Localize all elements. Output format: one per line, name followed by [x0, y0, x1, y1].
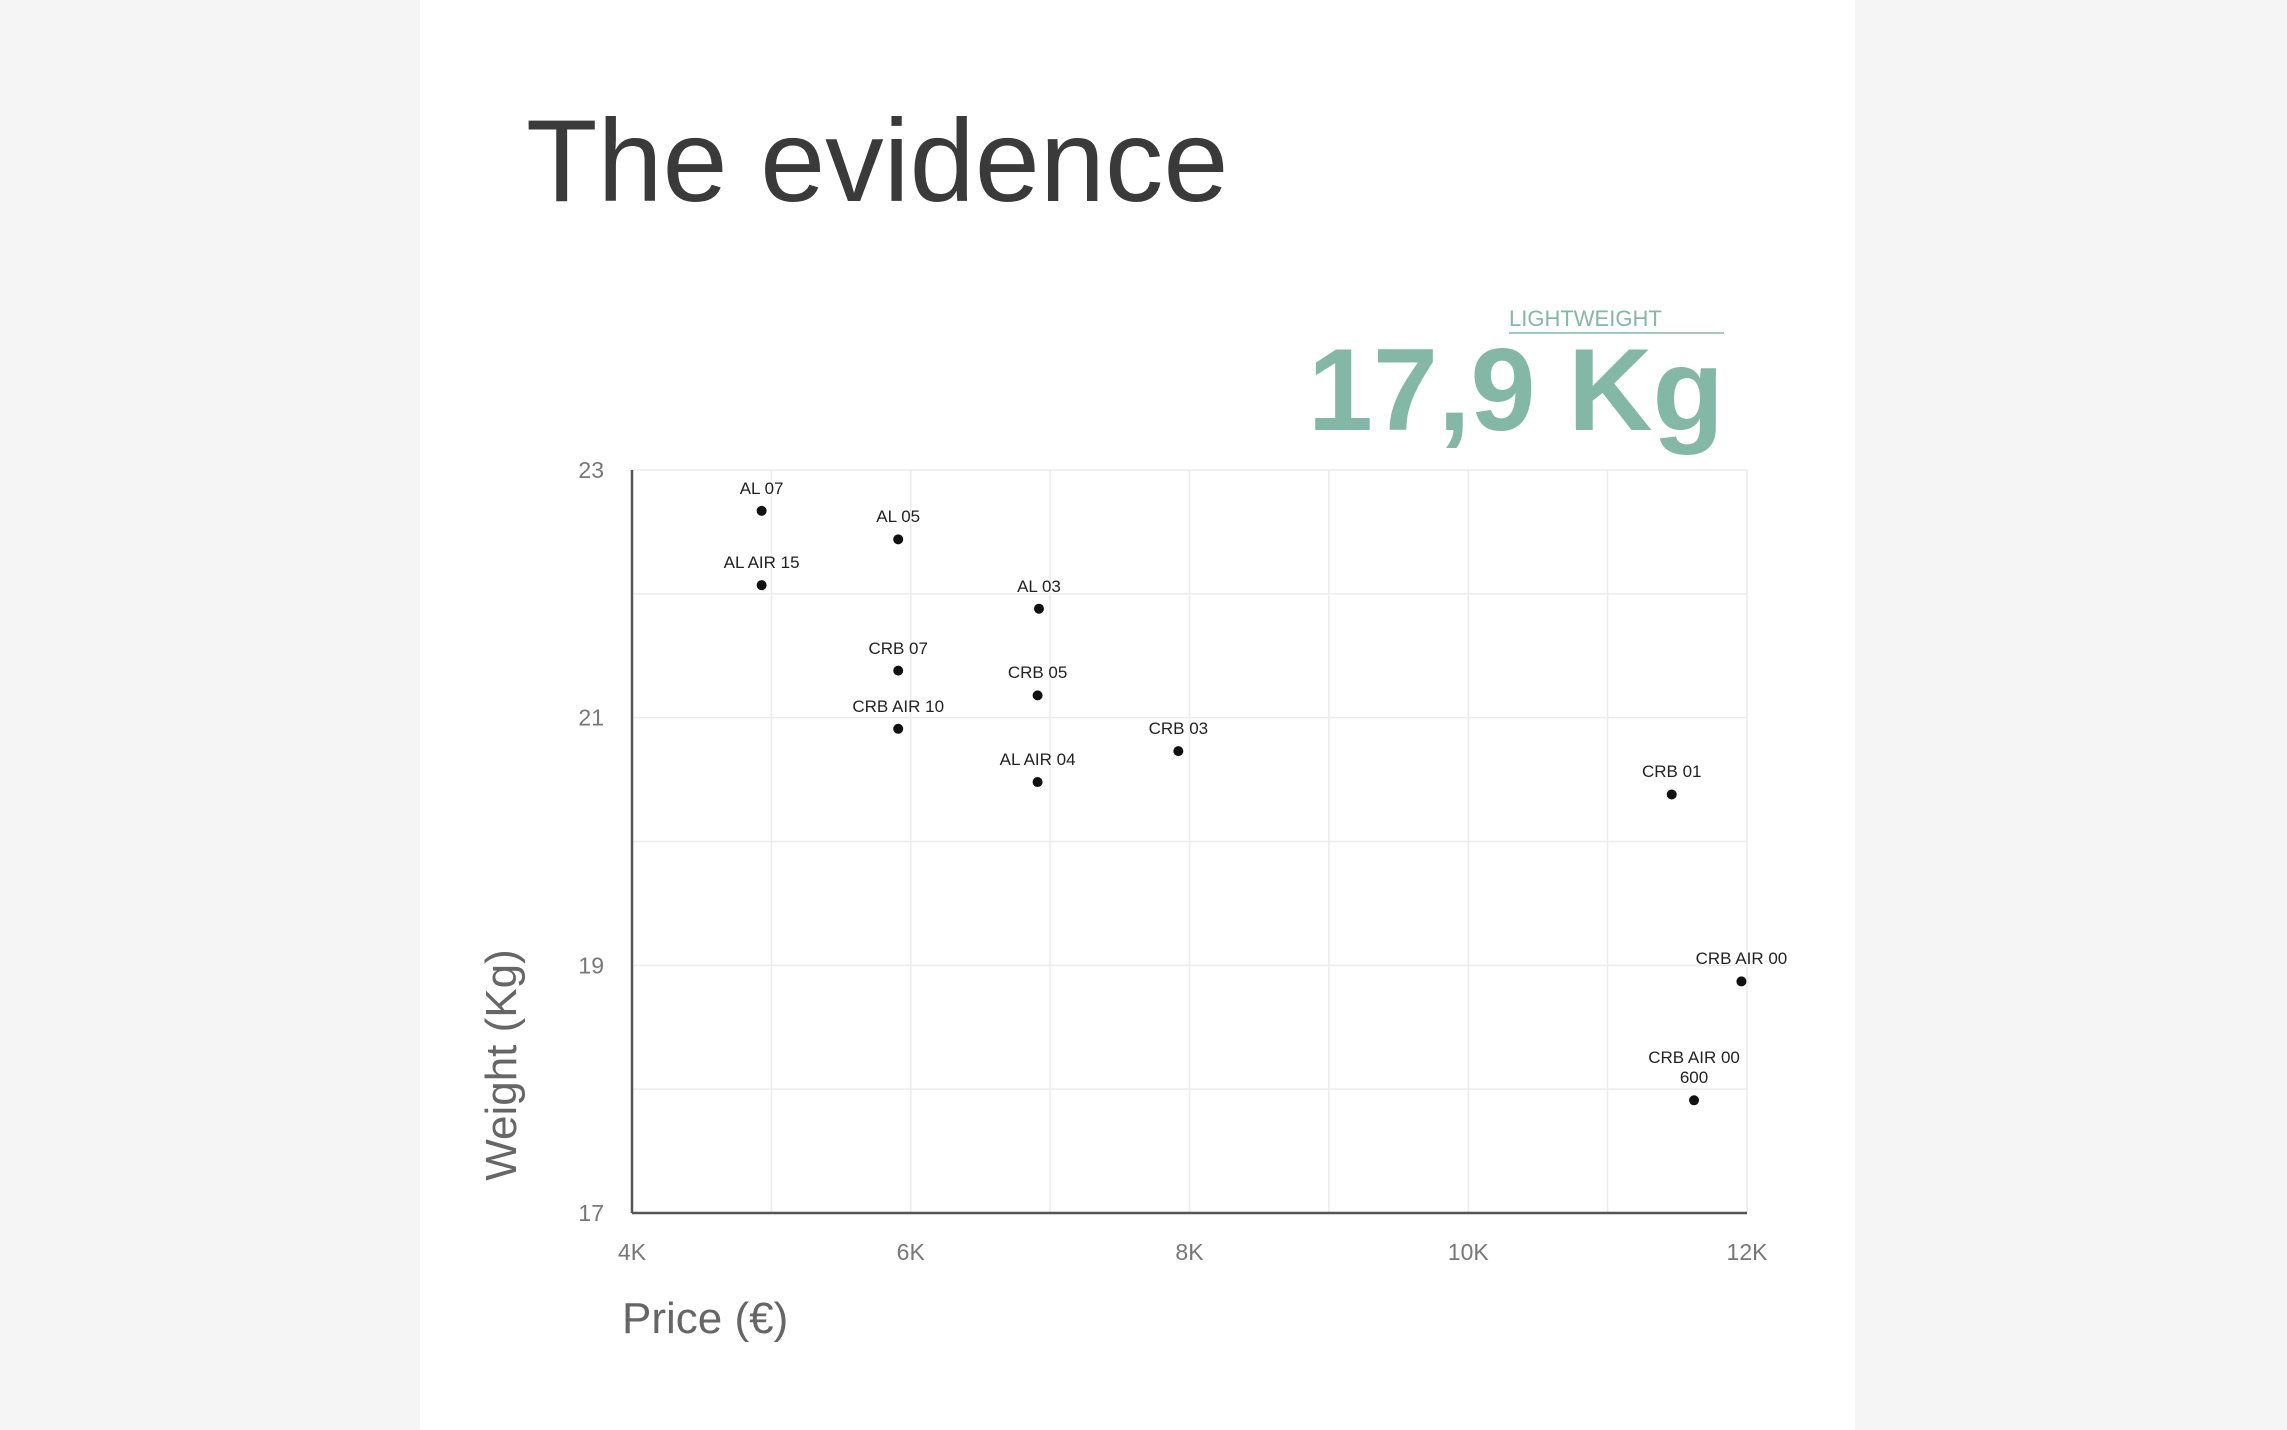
y-axis-title: Weight (Kg): [477, 949, 526, 1181]
x-tick-label: 12K: [1727, 1239, 1769, 1265]
y-tick-label: 23: [578, 457, 604, 483]
x-axis-title: Price (€): [622, 1294, 788, 1343]
point: [893, 665, 904, 676]
x-tick-label: 4K: [618, 1239, 647, 1265]
point: [1666, 789, 1677, 800]
point: [1032, 690, 1043, 701]
point-label: CRB 05: [1007, 663, 1068, 683]
point: [1173, 746, 1184, 757]
point-label: AL 05: [876, 507, 921, 527]
point: [893, 534, 904, 545]
point: [1032, 777, 1043, 788]
point-label: AL 03: [1017, 576, 1061, 596]
point-label: AL AIR 04: [999, 750, 1076, 770]
x-tick-label: 6K: [897, 1239, 926, 1265]
annotation-value: 17,9 Kg: [1308, 324, 1724, 455]
point-label: CRB AIR 10: [852, 696, 945, 716]
point-label: AL AIR 15: [723, 553, 800, 573]
point: [756, 580, 767, 591]
point: [1736, 976, 1747, 987]
point-label: CRB AIR 00 600: [1648, 1048, 1740, 1088]
point-label: CRB 01: [1641, 762, 1702, 782]
point: [893, 723, 904, 734]
point-label: CRB AIR 00: [1695, 949, 1788, 969]
x-tick-label: 8K: [1175, 1239, 1204, 1265]
y-tick-label: 21: [578, 705, 604, 731]
point-label: CRB 03: [1148, 719, 1209, 739]
point-label: AL 07: [739, 478, 784, 498]
annotation-label: LIGHTWEIGHT: [1509, 306, 1662, 331]
panel: [420, 0, 1855, 1430]
point: [1689, 1095, 1700, 1106]
x-tick-label: 10K: [1448, 1239, 1490, 1265]
y-tick-label: 19: [578, 952, 604, 978]
y-tick-label: 17: [578, 1200, 604, 1226]
point: [1033, 603, 1044, 614]
chart-title: The evidence: [526, 95, 1228, 226]
point-label: CRB 07: [868, 638, 928, 658]
point: [756, 505, 767, 516]
